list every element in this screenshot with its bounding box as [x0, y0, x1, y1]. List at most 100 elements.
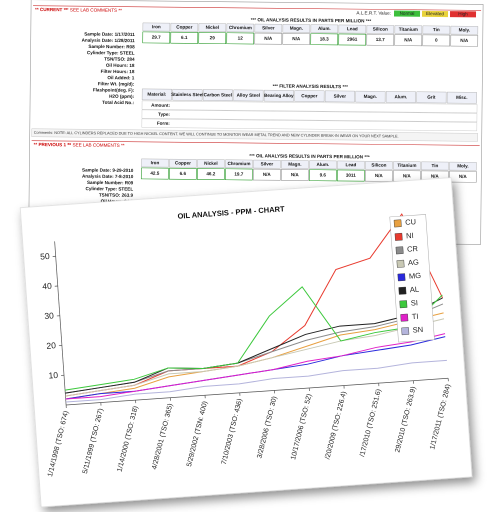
- column-header: Silver: [262, 25, 275, 30]
- divider: [31, 140, 480, 146]
- column-cell: [449, 161, 477, 171]
- value-cell: [448, 170, 477, 183]
- filter-cell: [263, 89, 294, 102]
- alert-level: Normal: [400, 11, 415, 16]
- legend-label: AG: [408, 258, 420, 268]
- ppm-header: *** OIL ANALYSIS RESULTS IN PARTS PER MI…: [251, 17, 372, 23]
- field: Total Acid No.:: [102, 100, 134, 105]
- chart-card: OIL ANALYSIS - PPM - CHART 10203040501/1…: [19, 177, 473, 508]
- filter-cell: [324, 90, 355, 103]
- filter-column: Grit: [427, 95, 436, 100]
- filter-row: [141, 109, 478, 123]
- legend-swatch: [399, 300, 408, 309]
- filter-column: Alum.: [394, 94, 407, 99]
- column-header: Iron: [151, 160, 160, 165]
- column-header: Copper: [176, 24, 192, 29]
- filter-column: Silver: [334, 94, 347, 99]
- value-cell: [310, 33, 339, 46]
- field: H2O (ppm):: [109, 94, 135, 99]
- filter-row-label: Form:: [157, 121, 171, 126]
- filter-cell: [202, 89, 233, 101]
- alert-label: A.L.E.R.T. Value:: [356, 10, 391, 15]
- ppm-header: *** OIL ANALYSIS RESULTS IN PARTS PER MI…: [249, 153, 370, 159]
- column-header: Silver: [261, 161, 274, 166]
- column-header: Copper: [175, 160, 191, 165]
- legend-swatch: [398, 286, 407, 295]
- filter-header: *** FILTER ANALYSIS RESULTS ***: [273, 83, 349, 89]
- column-header: Moly.: [459, 27, 470, 32]
- column-cell: [226, 23, 255, 33]
- value: 6.1: [181, 35, 188, 40]
- value: N/A: [431, 174, 440, 179]
- column-cell: [450, 25, 479, 35]
- y-tick-label: 10: [48, 370, 58, 381]
- value-cell: [338, 33, 367, 46]
- column-header: Chromium: [229, 25, 252, 30]
- column-header: Tin: [433, 27, 440, 32]
- value: 19.7: [234, 172, 243, 177]
- column-header: Moly.: [457, 163, 468, 168]
- value-cell: [226, 32, 255, 45]
- value: N/A: [403, 173, 412, 178]
- value: N/A: [264, 36, 273, 41]
- value: 9.6: [320, 172, 327, 177]
- filter-column: Carbon Steel: [204, 92, 232, 97]
- field: Oil Added: 1: [107, 75, 134, 80]
- field: TSN/TSO: 263.9: [99, 192, 134, 197]
- comments-link[interactable]: ** SEE LAB COMMENTS **: [68, 142, 125, 148]
- column-cell: [197, 159, 225, 168]
- column-header: Alum.: [318, 26, 331, 31]
- legend-swatch: [400, 313, 409, 322]
- legend-label: TI: [411, 312, 418, 321]
- value: N/A: [375, 173, 384, 178]
- column-cell: [141, 158, 169, 168]
- column-cell: [337, 160, 365, 170]
- field: Flashpoint(deg. F):: [93, 87, 135, 92]
- value-cell: [280, 169, 309, 181]
- column-header: Lead: [347, 26, 358, 31]
- column-cell: [366, 25, 395, 34]
- value-cell: [364, 169, 393, 182]
- value: N/A: [291, 172, 300, 177]
- field: Sample Date: 1/17/2011: [84, 31, 135, 37]
- column-cell: [253, 159, 281, 169]
- filter-row-label: Type:: [158, 112, 170, 117]
- filter-cell: [172, 89, 203, 101]
- field: Analysis Date: 7-8-2010: [82, 174, 134, 180]
- field: Cylinder Type: STEEL: [87, 50, 135, 56]
- value: 29: [210, 35, 216, 40]
- column-header: Nickel: [204, 161, 218, 166]
- column-header: Nickel: [206, 25, 220, 30]
- legend-label: CR: [407, 244, 419, 254]
- value-cell: [142, 31, 171, 44]
- filter-column: Copper: [301, 93, 317, 98]
- value: N/A: [263, 172, 272, 177]
- value: 18.3: [320, 36, 329, 41]
- filter-column: Stainless Steel: [171, 92, 203, 97]
- card-background: [19, 177, 473, 508]
- y-tick-label: 20: [46, 340, 56, 351]
- series-line: [64, 286, 443, 391]
- column-cell: [394, 25, 423, 34]
- column-cell: [225, 159, 253, 169]
- legend-label: NI: [406, 231, 414, 241]
- column-header: Silicon: [371, 162, 386, 167]
- filter-cell: [141, 88, 172, 101]
- column-cell: [338, 24, 367, 34]
- column-cell: [198, 23, 227, 32]
- value-cell: [308, 169, 337, 182]
- legend-box: [389, 214, 435, 343]
- column-cell: [142, 22, 171, 32]
- filter-column: Bearing Alloy: [264, 93, 294, 98]
- filter-column: Misc.: [456, 95, 468, 100]
- column-cell: [393, 161, 421, 170]
- column-header: Magn.: [288, 162, 301, 167]
- alert-level: Elevated: [426, 11, 444, 16]
- section-label: ** CURRENT **: [35, 7, 67, 12]
- alert-box: [421, 10, 449, 18]
- comments-link[interactable]: ** SEE LAB COMMENTS **: [65, 7, 122, 13]
- series-line: [65, 297, 443, 394]
- filter-column: Material:: [147, 92, 166, 97]
- comments-box: [31, 128, 478, 142]
